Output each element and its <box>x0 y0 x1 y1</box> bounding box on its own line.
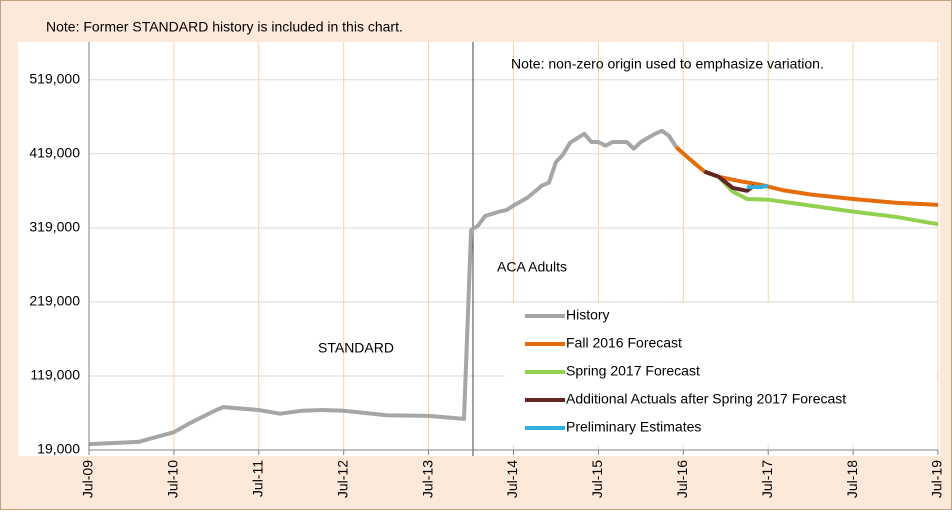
y-tick-label: 319,000 <box>29 219 80 235</box>
annotation: STANDARD <box>318 340 394 356</box>
series-line <box>674 145 939 207</box>
x-tick-label: Jul-11 <box>250 460 266 497</box>
lines <box>88 128 939 447</box>
y-tick-label: 519,000 <box>29 70 80 86</box>
y-tick-label: 219,000 <box>29 293 80 309</box>
legend: History Fall 2016 Forecast Spring 2017 For… <box>505 303 935 445</box>
y-tick-label: 119,000 <box>30 367 80 383</box>
annotation: Note: non-zero origin used to emphasize … <box>511 56 824 72</box>
chart-title: Note: Former STANDARD history is include… <box>46 19 403 35</box>
x-tick-label: Jul-16 <box>674 460 690 498</box>
legend-label: History <box>566 307 610 323</box>
x-tick-label: Jul-18 <box>844 460 860 498</box>
annotation: ACA Adults <box>497 259 567 275</box>
x-tick-label: Jul-13 <box>419 460 435 498</box>
y-tick-label: 419,000 <box>29 145 80 161</box>
legend-box <box>505 303 935 445</box>
legend-label: Fall 2016 Forecast <box>566 335 682 351</box>
legend-label: Spring 2017 Forecast <box>566 363 700 379</box>
x-tick-label: Jul-09 <box>80 460 96 498</box>
x-tick-label: Jul-17 <box>759 460 775 498</box>
series-line <box>747 183 769 190</box>
series-line <box>88 128 678 447</box>
x-tick-label: Jul-12 <box>334 460 350 498</box>
x-tick-label: Jul-19 <box>929 460 945 498</box>
x-tick-label: Jul-10 <box>165 460 181 498</box>
legend-label: Preliminary Estimates <box>566 419 701 435</box>
x-tick-label: Jul-15 <box>589 460 605 498</box>
legend-label: Additional Actuals after Spring 2017 For… <box>566 391 846 407</box>
x-tick-label: Jul-14 <box>504 460 520 498</box>
y-tick-label: 19,000 <box>37 441 80 457</box>
